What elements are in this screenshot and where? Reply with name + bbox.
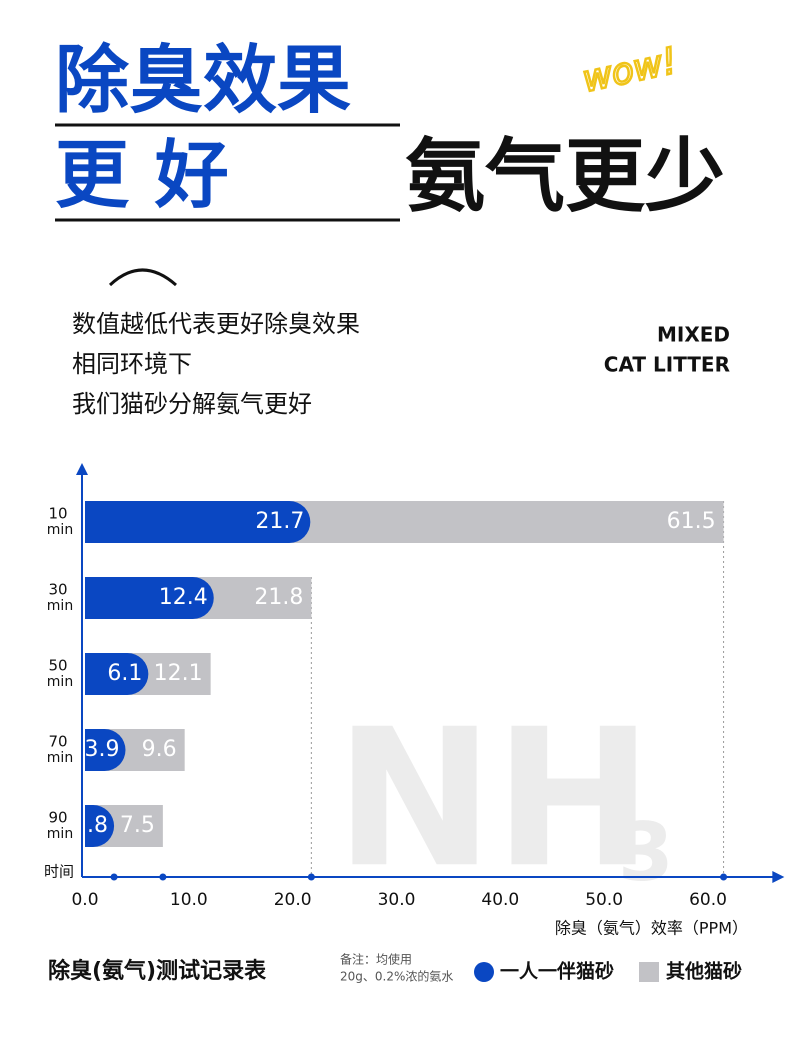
data-label: 21.7 bbox=[255, 509, 304, 534]
x-tick-label: 30.0 bbox=[378, 890, 416, 910]
y-tick-label: 30 bbox=[48, 581, 67, 599]
title-line1: 除臭效果 bbox=[55, 38, 351, 124]
arc bbox=[108, 268, 177, 287]
footer-note: 备注：均使用 bbox=[340, 952, 412, 967]
slogan: 氨气更少 bbox=[405, 130, 725, 223]
data-label: 12.1 bbox=[154, 661, 203, 686]
y-tick-label: 50 bbox=[48, 657, 67, 675]
data-label: 6.1 bbox=[107, 661, 142, 686]
y-tick-unit: min bbox=[47, 522, 73, 538]
badge-line: CAT LITTER bbox=[604, 353, 730, 377]
x-axis-label: 除臭（氨气）效率（PPM） bbox=[555, 919, 748, 938]
y-tick-unit: min bbox=[47, 674, 73, 690]
data-label: 61.5 bbox=[667, 509, 716, 534]
footer-title: 除臭(氨气)测试记录表 bbox=[48, 958, 267, 984]
data-label: 12.4 bbox=[159, 585, 208, 610]
watermark-sub: 3 bbox=[618, 806, 674, 899]
y-tick-label: 70 bbox=[48, 733, 67, 751]
intro-line: 数值越低代表更好除臭效果 bbox=[72, 310, 360, 338]
bar bbox=[85, 577, 214, 619]
y-tick-label: 90 bbox=[48, 809, 67, 827]
y-axis-label: 时间 bbox=[44, 863, 74, 881]
intro-line: 相同环境下 bbox=[72, 350, 192, 378]
legend-label: 其他猫砂 bbox=[666, 960, 742, 983]
wow: wow! bbox=[579, 41, 681, 101]
axis-dot bbox=[720, 873, 728, 881]
legend-label: 一人一伴猫砂 bbox=[500, 960, 614, 983]
x-tick-label: 60.0 bbox=[689, 890, 727, 910]
title-line2: 更 好 bbox=[55, 133, 229, 219]
axis-dot bbox=[307, 873, 315, 881]
x-tick-label: 50.0 bbox=[585, 890, 623, 910]
data-label: 9.6 bbox=[142, 737, 177, 762]
axis-arrow bbox=[76, 463, 88, 475]
badge-line: MIXED bbox=[657, 323, 730, 347]
data-label: 2.8 bbox=[73, 813, 108, 838]
intro-line: 我们猫砂分解氨气更好 bbox=[72, 390, 312, 418]
y-tick-unit: min bbox=[47, 598, 73, 614]
x-tick-label: 40.0 bbox=[481, 890, 519, 910]
y-tick-unit: min bbox=[47, 826, 73, 842]
legend-swatch bbox=[474, 962, 494, 982]
bar bbox=[85, 729, 126, 771]
bar bbox=[85, 653, 149, 695]
axis-dot bbox=[110, 873, 118, 881]
bar bbox=[85, 501, 311, 543]
data-label: 21.8 bbox=[254, 585, 303, 610]
y-tick-label: 10 bbox=[48, 505, 67, 523]
data-label: 3.9 bbox=[84, 737, 119, 762]
legend-swatch bbox=[639, 962, 659, 982]
axis-arrow bbox=[772, 871, 785, 883]
chart: 61.521.710min21.812.430min12.16.150min9.… bbox=[44, 463, 785, 983]
x-tick-label: 10.0 bbox=[170, 890, 208, 910]
watermark: NH bbox=[335, 688, 653, 909]
data-label: 7.5 bbox=[120, 813, 155, 838]
footer-note: 20g、0.2%浓的氨水 bbox=[340, 969, 453, 984]
x-tick-label: 0.0 bbox=[71, 890, 98, 910]
bar bbox=[85, 805, 115, 847]
axis-dot bbox=[159, 873, 167, 881]
y-tick-unit: min bbox=[47, 750, 73, 766]
x-tick-label: 20.0 bbox=[274, 890, 312, 910]
